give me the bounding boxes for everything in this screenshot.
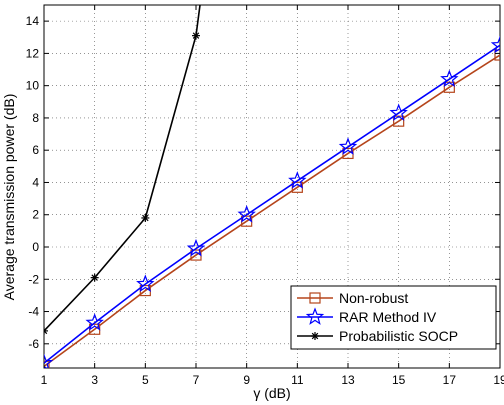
data-point bbox=[44, 353, 54, 368]
legend-label: Probabilistic SOCP bbox=[339, 328, 458, 344]
legend-marker bbox=[311, 332, 319, 340]
data-point bbox=[490, 35, 500, 54]
y-tick-label: -6 bbox=[28, 337, 39, 351]
data-point bbox=[494, 49, 500, 61]
data-point bbox=[389, 103, 408, 121]
x-axis-ticks: 1 3 5 7 9 11 13 15 17 19 bbox=[41, 5, 504, 387]
data-point bbox=[44, 326, 48, 335]
plot-border bbox=[43, 4, 501, 369]
x-tick-label: 19 bbox=[493, 373, 504, 387]
y-tick-label: 2 bbox=[32, 208, 39, 222]
legend-item: Non-robust bbox=[297, 290, 408, 306]
y-tick-label: 6 bbox=[32, 143, 39, 157]
data-point bbox=[440, 69, 459, 88]
series-line bbox=[44, 44, 500, 364]
series-layer bbox=[44, 5, 500, 368]
x-axis-label: γ (dB) bbox=[253, 385, 290, 401]
x-tick-label: 5 bbox=[142, 373, 149, 387]
y-tick-label: 0 bbox=[32, 240, 39, 254]
legend-label: RAR Method IV bbox=[339, 309, 437, 325]
y-tick-label: 8 bbox=[32, 111, 39, 125]
x-tick-label: 15 bbox=[392, 373, 406, 387]
series-2 bbox=[44, 5, 201, 335]
legend-marker bbox=[309, 292, 321, 304]
x-tick-label: 1 bbox=[41, 373, 48, 387]
x-tick-label: 11 bbox=[291, 373, 304, 387]
legend-item: RAR Method IV bbox=[297, 307, 437, 325]
series-1 bbox=[44, 35, 500, 368]
y-tick-label: 12 bbox=[26, 46, 40, 60]
x-tick-label: 13 bbox=[341, 373, 355, 387]
series-line bbox=[44, 5, 201, 332]
y-tick-label: 14 bbox=[26, 14, 40, 28]
x-tick-label: 7 bbox=[193, 373, 200, 387]
legend-item: Probabilistic SOCP bbox=[297, 328, 458, 344]
y-tick-label: -2 bbox=[28, 272, 39, 286]
data-point bbox=[186, 238, 206, 257]
data-point bbox=[237, 205, 256, 223]
data-point bbox=[141, 213, 150, 222]
y-tick-label: -4 bbox=[28, 305, 39, 319]
data-point bbox=[338, 137, 358, 155]
y-tick-label: 10 bbox=[26, 79, 40, 93]
y-axis-label: Average transmission power (dB) bbox=[1, 94, 17, 301]
data-point bbox=[192, 31, 200, 40]
series-line bbox=[44, 54, 500, 368]
data-point bbox=[90, 273, 99, 282]
x-tick-label: 9 bbox=[243, 373, 250, 387]
data-point bbox=[44, 360, 50, 368]
y-tick-label: 4 bbox=[32, 175, 39, 189]
data-point bbox=[288, 171, 307, 189]
x-tick-label: 3 bbox=[91, 373, 98, 387]
data-point bbox=[136, 274, 155, 292]
y-axis-ticks: -6 -4 -2 0 2 4 6 8 10 12 14 bbox=[26, 14, 500, 351]
legend-label: Non-robust bbox=[339, 290, 408, 306]
data-point bbox=[85, 313, 104, 331]
legend: Non-robust RAR Method IV Probabilistic SOC… bbox=[290, 285, 497, 350]
x-tick-label: 17 bbox=[443, 373, 457, 387]
legend-marker bbox=[305, 307, 325, 325]
plot-frame bbox=[43, 4, 501, 369]
